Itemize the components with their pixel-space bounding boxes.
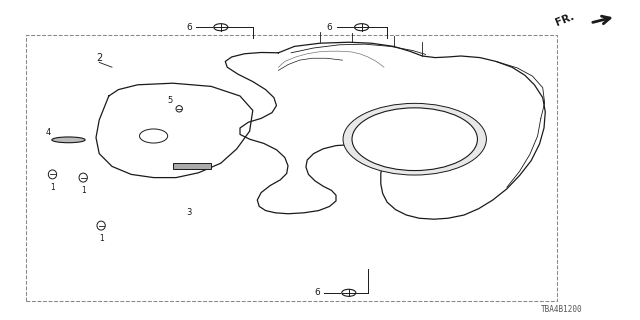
Text: 3: 3 bbox=[186, 208, 191, 217]
Circle shape bbox=[140, 129, 168, 143]
Circle shape bbox=[355, 24, 369, 31]
Text: 6: 6 bbox=[186, 23, 191, 32]
Ellipse shape bbox=[176, 106, 182, 112]
Text: 1: 1 bbox=[50, 183, 55, 192]
Polygon shape bbox=[225, 42, 545, 219]
Text: TBA4B1200: TBA4B1200 bbox=[541, 305, 582, 314]
Circle shape bbox=[342, 289, 356, 296]
Text: 1: 1 bbox=[99, 234, 104, 243]
Text: 4: 4 bbox=[45, 128, 51, 137]
Ellipse shape bbox=[49, 170, 57, 179]
Text: 6: 6 bbox=[314, 288, 319, 297]
Bar bbox=[173, 163, 211, 169]
Circle shape bbox=[352, 108, 477, 171]
Circle shape bbox=[214, 24, 228, 31]
Text: 6: 6 bbox=[327, 23, 332, 32]
Text: 5: 5 bbox=[167, 96, 172, 105]
Text: FR.: FR. bbox=[554, 11, 576, 28]
Text: 1: 1 bbox=[81, 186, 86, 195]
Ellipse shape bbox=[97, 221, 105, 230]
Text: 2: 2 bbox=[96, 52, 102, 63]
Ellipse shape bbox=[79, 173, 87, 182]
Circle shape bbox=[343, 103, 486, 175]
Ellipse shape bbox=[52, 137, 85, 143]
